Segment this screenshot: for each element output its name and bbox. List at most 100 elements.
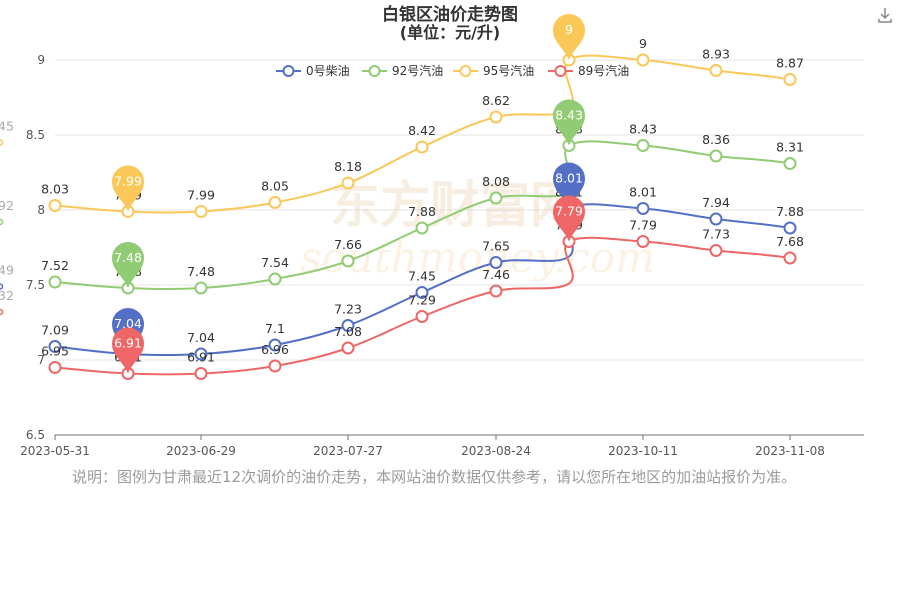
pin-shape <box>112 165 144 212</box>
pin-label: 9 <box>565 22 573 37</box>
data-point <box>489 110 503 124</box>
data-point <box>268 359 282 373</box>
data-point <box>489 284 503 298</box>
data-label: 7.88 <box>408 204 436 219</box>
pin-shape <box>553 14 585 60</box>
data-label: 7.92 <box>0 198 14 213</box>
chart-subtitle: (单位：元/升) <box>400 23 500 42</box>
y-tick-label: 8.5 <box>26 128 45 142</box>
legend-item[interactable]: 89号汽油 <box>548 63 629 78</box>
data-label: 7.99 <box>187 188 215 203</box>
pin-label: 7.79 <box>555 204 583 219</box>
data-label: 7.88 <box>776 204 804 219</box>
data-label: 7.52 <box>41 258 69 273</box>
data-point <box>194 347 208 361</box>
data-point <box>489 191 503 205</box>
pin-label: 8.43 <box>555 108 583 123</box>
data-label: 6.95 <box>41 344 69 359</box>
marker-pin: 7.99 <box>112 165 144 212</box>
data-point-end <box>0 218 4 226</box>
data-point <box>341 341 355 355</box>
data-label: 7.66 <box>334 237 362 252</box>
data-label: 7.49 <box>0 263 14 278</box>
data-point <box>415 310 429 323</box>
data-label: 8.03 <box>41 182 69 197</box>
data-label: 8.01 <box>629 185 657 200</box>
legend-item[interactable]: 0号柴油 <box>276 64 350 78</box>
data-point <box>341 254 355 268</box>
grid-lines <box>55 59 864 361</box>
data-label: 6.91 <box>187 350 215 365</box>
legend[interactable]: 0号柴油 92号汽油 95号汽油 89号汽油 <box>276 63 629 78</box>
svg-text:东方财富网: 东方财富网 <box>330 176 580 234</box>
data-label: 9 <box>639 36 647 51</box>
data-point-end <box>0 139 4 146</box>
data-point <box>709 244 723 257</box>
data-point <box>268 338 282 352</box>
y-tick-label: 7.5 <box>26 278 45 292</box>
data-label: 7.08 <box>334 324 362 339</box>
legend-label: 95号汽油 <box>483 63 534 78</box>
data-label: 8.05 <box>261 179 289 194</box>
legend-label: 0号柴油 <box>306 64 350 78</box>
chart-title: 白银区油价走势图 <box>382 4 518 25</box>
legend-label: 89号汽油 <box>578 63 629 78</box>
data-label: 7.48 <box>187 264 215 279</box>
marker-pin: 8.43 <box>553 99 585 146</box>
pins-layer: 7.04 8.01 7.48 8.43 7.99 9 6.91 7.79 <box>112 14 585 374</box>
data-point <box>489 256 503 269</box>
data-label: 8.08 <box>482 174 510 189</box>
download-icon[interactable] <box>876 6 894 24</box>
data-point-end <box>0 308 4 316</box>
x-tick-label: 2023-10-11 <box>608 444 678 458</box>
data-label: 7.04 <box>187 330 215 345</box>
data-point <box>268 196 282 209</box>
pin-shape <box>553 195 585 242</box>
data-label: 7.68 <box>776 234 804 249</box>
marker-pin: 8.01 <box>553 162 585 209</box>
data-label: 8.62 <box>482 93 510 108</box>
pin-label: 7.48 <box>114 250 142 265</box>
x-tick-label: 2023-05-31 <box>20 444 90 458</box>
data-point <box>341 319 355 332</box>
marker-pin: 7.79 <box>553 195 585 242</box>
data-point <box>783 221 797 235</box>
data-point <box>194 205 208 218</box>
data-point <box>194 281 208 295</box>
data-label: 7.23 <box>334 302 362 317</box>
data-point <box>783 251 797 265</box>
data-point <box>48 275 62 289</box>
y-tick-label: 7 <box>37 353 45 367</box>
data-label: 7.94 <box>702 195 730 210</box>
data-label: 7.32 <box>0 288 14 303</box>
legend-label: 92号汽油 <box>392 63 443 78</box>
data-point <box>783 157 797 170</box>
y-tick-label: 6.5 <box>26 428 45 442</box>
footer-note: 说明：图例为甘肃最近12次调价的油价走势，本网站油价数据仅供参考，请以您所在地区… <box>72 468 797 486</box>
pin-label: 7.99 <box>114 174 142 189</box>
watermark: 东方财富网 southmoney.com <box>300 176 655 282</box>
data-point <box>268 272 282 286</box>
y-tick-label: 9 <box>37 53 45 67</box>
pin-label: 6.91 <box>114 336 142 351</box>
marker-pin: 7.48 <box>112 242 144 288</box>
data-label: 8.87 <box>776 56 804 71</box>
data-label: 6.96 <box>261 342 289 357</box>
legend-item[interactable]: 95号汽油 <box>453 63 534 78</box>
data-label: 7.1 <box>265 321 285 336</box>
x-tick-label: 2023-06-29 <box>166 444 236 458</box>
x-tick-label: 2023-11-08 <box>755 444 825 458</box>
pin-shape <box>112 327 144 374</box>
pin-shape <box>553 99 585 146</box>
legend-item[interactable]: 92号汽油 <box>362 63 443 78</box>
data-label: 8.43 <box>629 122 657 137</box>
axes: 6.5 7 7.5 8 8.5 9 2023-05-31 2023-06-29 2023-07-… <box>20 53 864 458</box>
data-point <box>636 235 650 248</box>
data-label: 8.36 <box>702 132 730 147</box>
data-point <box>783 73 797 86</box>
data-label: 8.45 <box>0 119 14 134</box>
data-point <box>636 202 650 215</box>
legend-marker <box>459 65 472 77</box>
data-point <box>636 139 650 152</box>
data-point <box>194 367 208 380</box>
